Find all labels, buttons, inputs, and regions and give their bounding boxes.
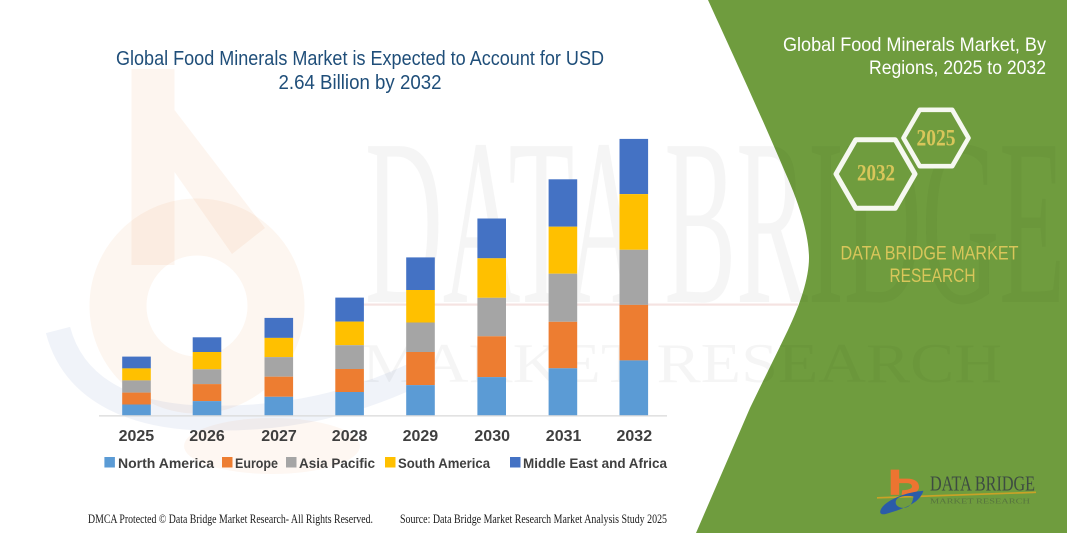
svg-text:2026: 2026 bbox=[189, 428, 225, 445]
svg-text:DMCA Protected © Data Bridge M: DMCA Protected © Data Bridge Market Rese… bbox=[88, 512, 373, 526]
svg-text:DATA BRIDGE: DATA BRIDGE bbox=[930, 472, 1035, 496]
svg-text:North America: North America bbox=[118, 456, 214, 472]
svg-text:Regions, 2025 to 2032: Regions, 2025 to 2032 bbox=[869, 57, 1046, 79]
svg-text:Source: Data Bridge Market Res: Source: Data Bridge Market Research Mark… bbox=[400, 512, 667, 526]
svg-text:2031: 2031 bbox=[546, 428, 582, 445]
svg-text:2025: 2025 bbox=[119, 428, 155, 445]
svg-text:Global Food Minerals Market is: Global Food Minerals Market is Expected … bbox=[116, 48, 604, 70]
svg-text:2029: 2029 bbox=[403, 428, 439, 445]
svg-text:RESEARCH: RESEARCH bbox=[890, 265, 976, 287]
svg-text:MARKET RESEARCH: MARKET RESEARCH bbox=[930, 497, 1031, 506]
svg-text:2032: 2032 bbox=[617, 428, 653, 445]
svg-text:2032: 2032 bbox=[857, 161, 895, 186]
svg-text:2025: 2025 bbox=[917, 126, 956, 151]
svg-text:2028: 2028 bbox=[332, 428, 368, 445]
svg-text:Europe: Europe bbox=[235, 456, 278, 472]
svg-text:2027: 2027 bbox=[261, 428, 297, 445]
svg-text:Middle East and Africa: Middle East and Africa bbox=[523, 456, 667, 472]
svg-text:South America: South America bbox=[398, 456, 490, 472]
svg-text:Global Food Minerals Market, B: Global Food Minerals Market, By bbox=[783, 34, 1046, 56]
svg-text:DATA BRIDGE MARKET: DATA BRIDGE MARKET bbox=[841, 243, 1019, 265]
svg-text:2030: 2030 bbox=[474, 428, 510, 445]
svg-text:2.64 Billion by 2032: 2.64 Billion by 2032 bbox=[279, 72, 442, 94]
svg-text:Asia Pacific: Asia Pacific bbox=[299, 456, 375, 472]
